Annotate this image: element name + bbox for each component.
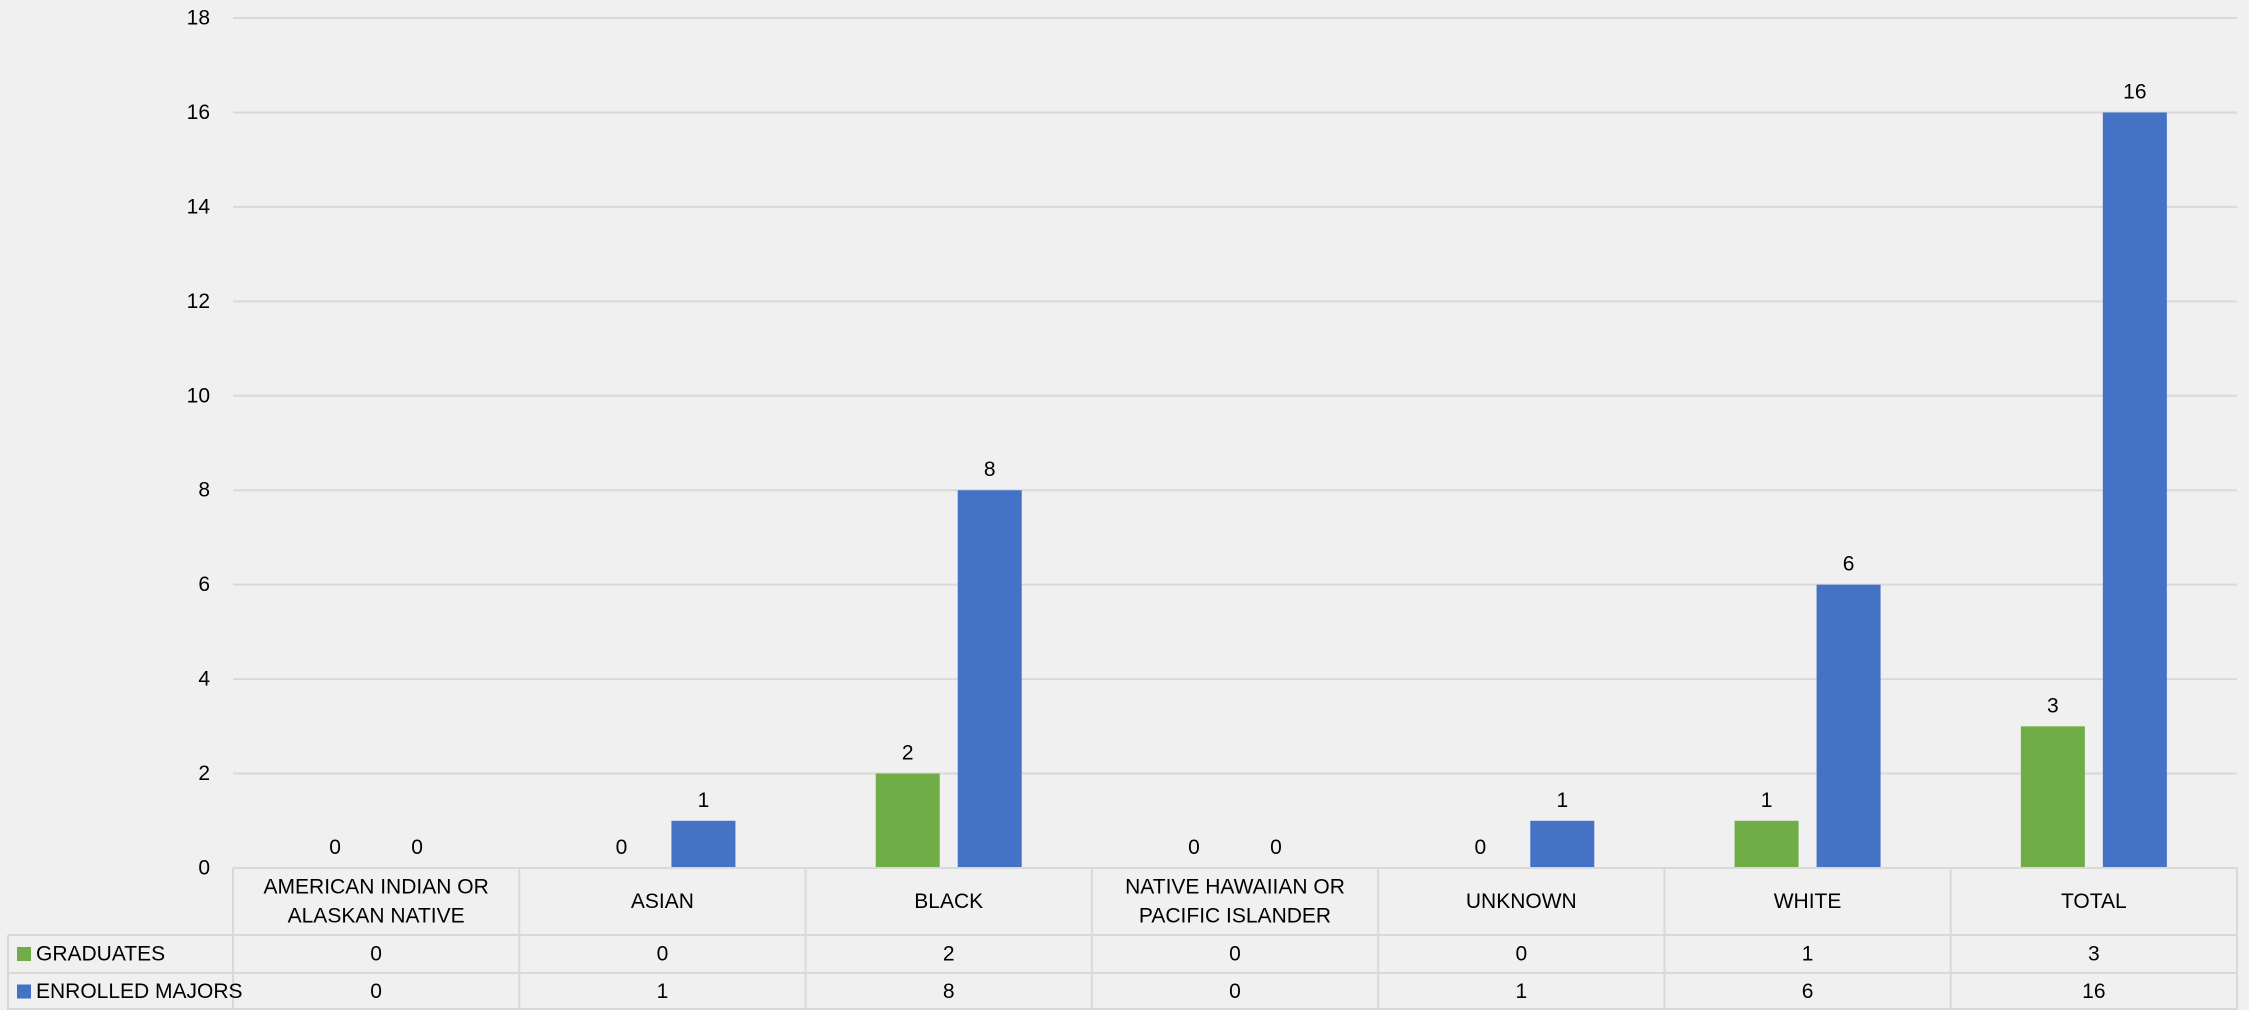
table-value: 0	[657, 943, 669, 966]
data-label: 3	[2047, 694, 2059, 717]
data-label: 0	[411, 836, 423, 859]
table-value: 6	[1802, 980, 1814, 1003]
legend-key	[17, 984, 31, 999]
data-label: 1	[1556, 789, 1568, 812]
y-tick-label: 8	[198, 479, 210, 502]
bar	[1530, 820, 1595, 868]
y-tick-label: 0	[198, 857, 210, 880]
data-label: 16	[2123, 80, 2146, 103]
category-label: TOTAL	[2061, 890, 2127, 913]
bar	[2102, 112, 2167, 868]
table-value: 0	[370, 943, 382, 966]
bar	[2020, 726, 2085, 868]
legend-label: GRADUATES	[36, 943, 165, 966]
category-label: UNKNOWN	[1466, 890, 1577, 913]
table-value: 0	[370, 980, 382, 1003]
data-label: 0	[1188, 836, 1200, 859]
category-label: ASIAN	[631, 890, 694, 913]
data-label: 2	[902, 742, 914, 765]
bar	[957, 490, 1022, 868]
y-tick-label: 12	[187, 290, 210, 313]
data-label: 0	[1270, 836, 1282, 859]
y-tick-label: 16	[187, 101, 210, 124]
category-label: ALASKAN NATIVE	[288, 905, 465, 928]
category-label: NATIVE HAWAIIAN OR	[1125, 876, 1345, 899]
bar	[671, 820, 736, 868]
data-label: 1	[698, 789, 710, 812]
table-value: 0	[1229, 980, 1241, 1003]
data-label: 1	[1761, 789, 1773, 812]
bar	[1734, 820, 1799, 868]
data-label: 0	[616, 836, 628, 859]
data-label: 8	[984, 458, 996, 481]
table-value: 1	[1515, 980, 1527, 1003]
table-value: 2	[943, 943, 955, 966]
table-value: 0	[1515, 943, 1527, 966]
table-value: 1	[657, 980, 669, 1003]
bar	[1816, 584, 1881, 868]
y-tick-label: 10	[187, 384, 210, 407]
legend-label: ENROLLED MAJORS	[36, 980, 243, 1003]
data-label: 6	[1843, 553, 1855, 576]
category-label: BLACK	[914, 890, 983, 913]
table-value: 1	[1802, 943, 1814, 966]
y-axis-tick-labels: 0 2 4 6 8 10 12 14 16 18	[187, 7, 211, 880]
table-value: 16	[2082, 980, 2105, 1003]
data-table: AMERICAN INDIAN OR ALASKAN NATIVE ASIAN BLA…	[7, 867, 2238, 1010]
table-value: 3	[2088, 943, 2100, 966]
category-label: WHITE	[1774, 890, 1842, 913]
y-tick-label: 6	[198, 573, 210, 596]
category-label: AMERICAN INDIAN OR	[264, 876, 489, 899]
bar	[875, 773, 940, 868]
data-label: 0	[329, 836, 341, 859]
legend-key	[17, 947, 31, 961]
table-value: 8	[943, 980, 955, 1003]
data-label: 0	[1474, 836, 1486, 859]
y-tick-label: 18	[187, 7, 210, 30]
category-label: PACIFIC ISLANDER	[1139, 905, 1331, 928]
y-tick-label: 14	[187, 195, 211, 218]
bars	[671, 112, 2167, 868]
y-tick-label: 2	[198, 762, 210, 785]
table-value: 0	[1229, 943, 1241, 966]
y-tick-label: 4	[198, 668, 210, 691]
gridlines	[233, 17, 2237, 775]
